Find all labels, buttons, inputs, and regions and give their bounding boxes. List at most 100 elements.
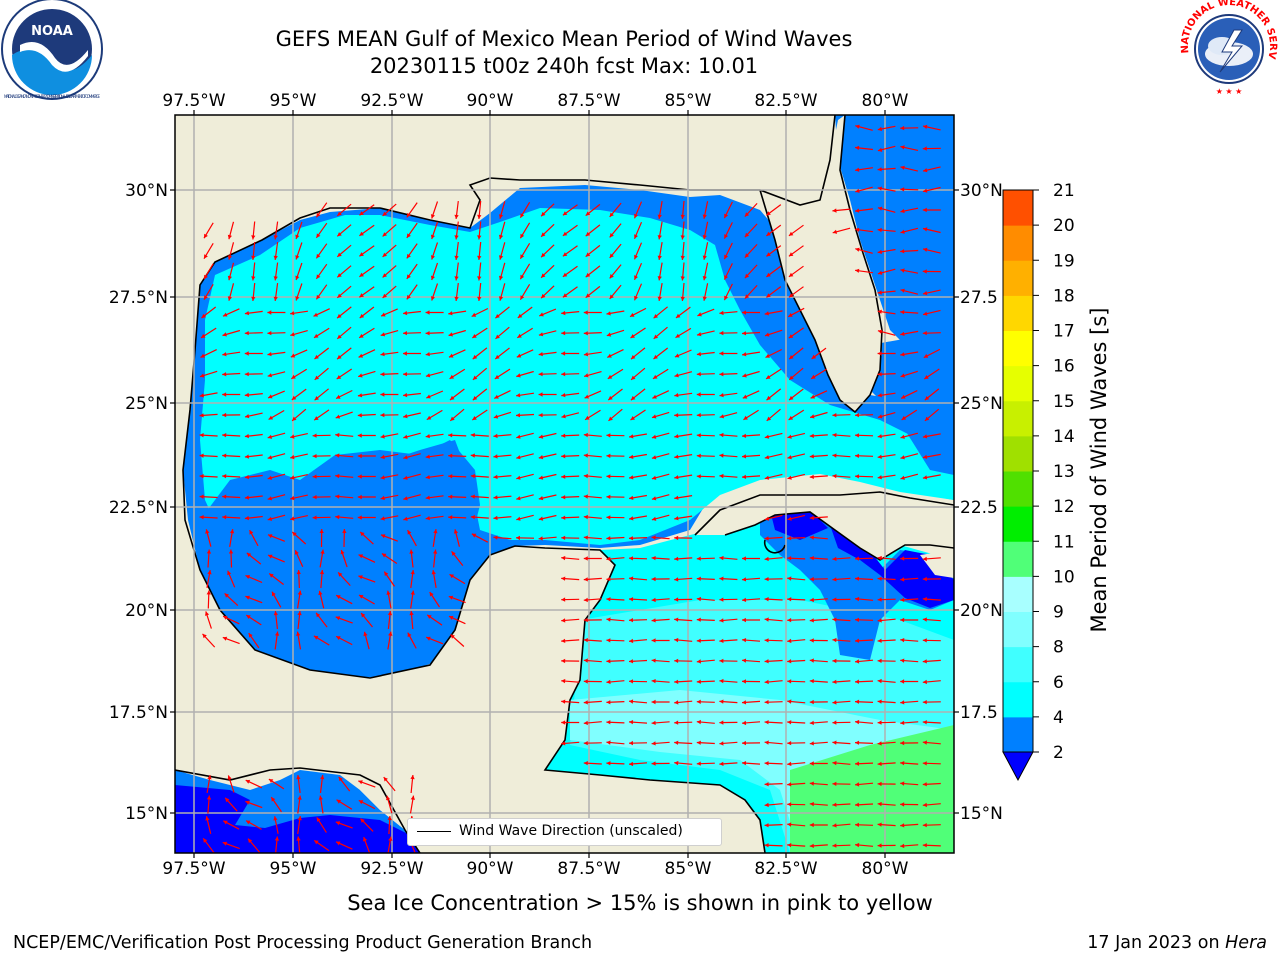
wind-arrow-head	[403, 496, 408, 501]
wind-arrow-head	[922, 843, 927, 848]
wind-arrow-head	[403, 455, 408, 460]
wind-arrow-head	[538, 434, 544, 439]
wind-arrow-head	[922, 146, 927, 151]
wind-arrow-head	[877, 227, 882, 233]
wind-arrow-head	[246, 820, 251, 825]
wind-arrow-head	[296, 836, 301, 841]
wind-arrow-head	[724, 213, 729, 219]
wind-arrow-head	[742, 394, 748, 399]
wind-arrow-head	[787, 475, 792, 480]
wind-arrow-head	[900, 434, 905, 439]
lon-label-bottom: 80°W	[862, 859, 909, 879]
wind-arrow-head	[267, 455, 273, 460]
wind-arrow-head	[651, 741, 656, 746]
wind-arrow-head	[609, 233, 614, 238]
wind-arrow-head	[290, 353, 296, 358]
wind-arrow-head	[403, 434, 408, 439]
wind-arrow-head	[855, 617, 859, 622]
wind-arrow-head	[561, 741, 566, 746]
wind-arrow-head	[765, 332, 770, 337]
wind-arrow-head	[901, 394, 906, 399]
wind-arrow-head	[273, 235, 278, 240]
wind-arrow-head	[206, 795, 212, 800]
wind-arrow-head	[199, 393, 204, 398]
wind-arrow-head	[271, 797, 276, 802]
wind-arrow-head	[809, 535, 814, 540]
wind-arrow-head	[297, 590, 302, 595]
wind-arrow-head	[448, 515, 453, 520]
wind-arrow-head	[244, 372, 249, 377]
wind-arrow-head	[426, 394, 431, 399]
wind-arrow-head	[680, 276, 685, 281]
wind-arrow-head	[674, 516, 679, 521]
wind-arrow-head	[877, 186, 882, 191]
wind-arrow-head	[702, 235, 707, 240]
wind-arrow-head	[719, 414, 725, 419]
wind-arrow-head	[583, 473, 588, 479]
wind-arrow-head	[297, 795, 302, 800]
wind-arrow-head	[764, 638, 769, 643]
colorbar-segment	[1003, 541, 1033, 577]
wind-arrow-head	[227, 234, 232, 240]
wind-arrow-head	[313, 312, 318, 317]
wind-arrow-head	[316, 253, 321, 259]
wind-arrow-head	[382, 232, 387, 237]
wind-arrow-head	[855, 761, 859, 766]
wind-arrow-head	[337, 252, 342, 257]
wind-arrow-head	[251, 296, 256, 301]
wind-arrow-head	[538, 496, 544, 501]
wind-arrow-head	[923, 353, 929, 358]
wind-arrow-head	[410, 590, 415, 595]
wind-arrow-head	[788, 293, 794, 298]
wind-arrow-head	[922, 597, 927, 602]
wind-arrow-head	[742, 720, 747, 726]
wind-arrow-head	[403, 475, 408, 480]
wind-arrow-head	[606, 659, 611, 664]
wind-arrow-head	[607, 374, 613, 379]
wind-arrow-head	[472, 354, 478, 360]
wind-arrow-head	[584, 394, 589, 399]
wind-arrow-head	[425, 516, 430, 521]
wind-arrow-head	[337, 313, 342, 319]
wind-arrow-head	[811, 374, 816, 379]
wind-arrow-head	[606, 494, 611, 500]
wind-arrow-head	[448, 433, 453, 438]
cuba-land	[695, 492, 954, 560]
wind-arrow-head	[702, 276, 707, 281]
lat-label-right: 22.5	[960, 498, 998, 518]
wind-arrow-head	[764, 700, 769, 705]
wind-arrow-head	[809, 843, 814, 848]
wind-arrow-head	[696, 638, 701, 643]
wind-arrow-head	[674, 637, 679, 643]
wind-arrow-head	[425, 454, 430, 459]
wind-arrow-head	[629, 699, 634, 704]
wind-arrow-head	[380, 352, 385, 357]
wind-arrow-head	[652, 394, 657, 399]
wind-arrow-head	[764, 455, 770, 460]
wind-arrow-head	[494, 394, 499, 399]
wind-arrow-head	[338, 572, 343, 577]
wind-arrow-head	[674, 556, 679, 561]
wind-arrow-head	[653, 314, 658, 319]
wind-arrow-head	[583, 535, 588, 540]
wind-arrow-head	[787, 618, 792, 623]
noaa-logo: NOAA NATIONAL OCEANIC AND ATMOSPHERIC AD…	[1, 0, 103, 100]
wind-arrow-head	[877, 414, 883, 419]
wind-arrow-head	[336, 799, 341, 804]
wind-arrow-head	[855, 227, 860, 232]
wind-arrow-head	[495, 354, 500, 359]
wind-arrow-head	[606, 761, 611, 766]
wind-arrow-head	[787, 576, 792, 581]
wind-arrow-head	[765, 353, 770, 358]
svg-text:★ ★ ★: ★ ★ ★	[1216, 87, 1243, 96]
wind-arrow-head	[449, 353, 454, 358]
wind-arrow-head	[651, 516, 657, 521]
wind-arrow-head	[787, 822, 792, 827]
wind-arrow-head	[520, 213, 525, 218]
wind-arrow-head	[719, 555, 724, 561]
wind-arrow-head	[832, 556, 837, 561]
wind-arrow-head	[268, 534, 273, 539]
wind-arrow-head	[425, 495, 430, 500]
wind-arrow-head	[337, 273, 342, 278]
wind-arrow-head	[832, 637, 837, 643]
